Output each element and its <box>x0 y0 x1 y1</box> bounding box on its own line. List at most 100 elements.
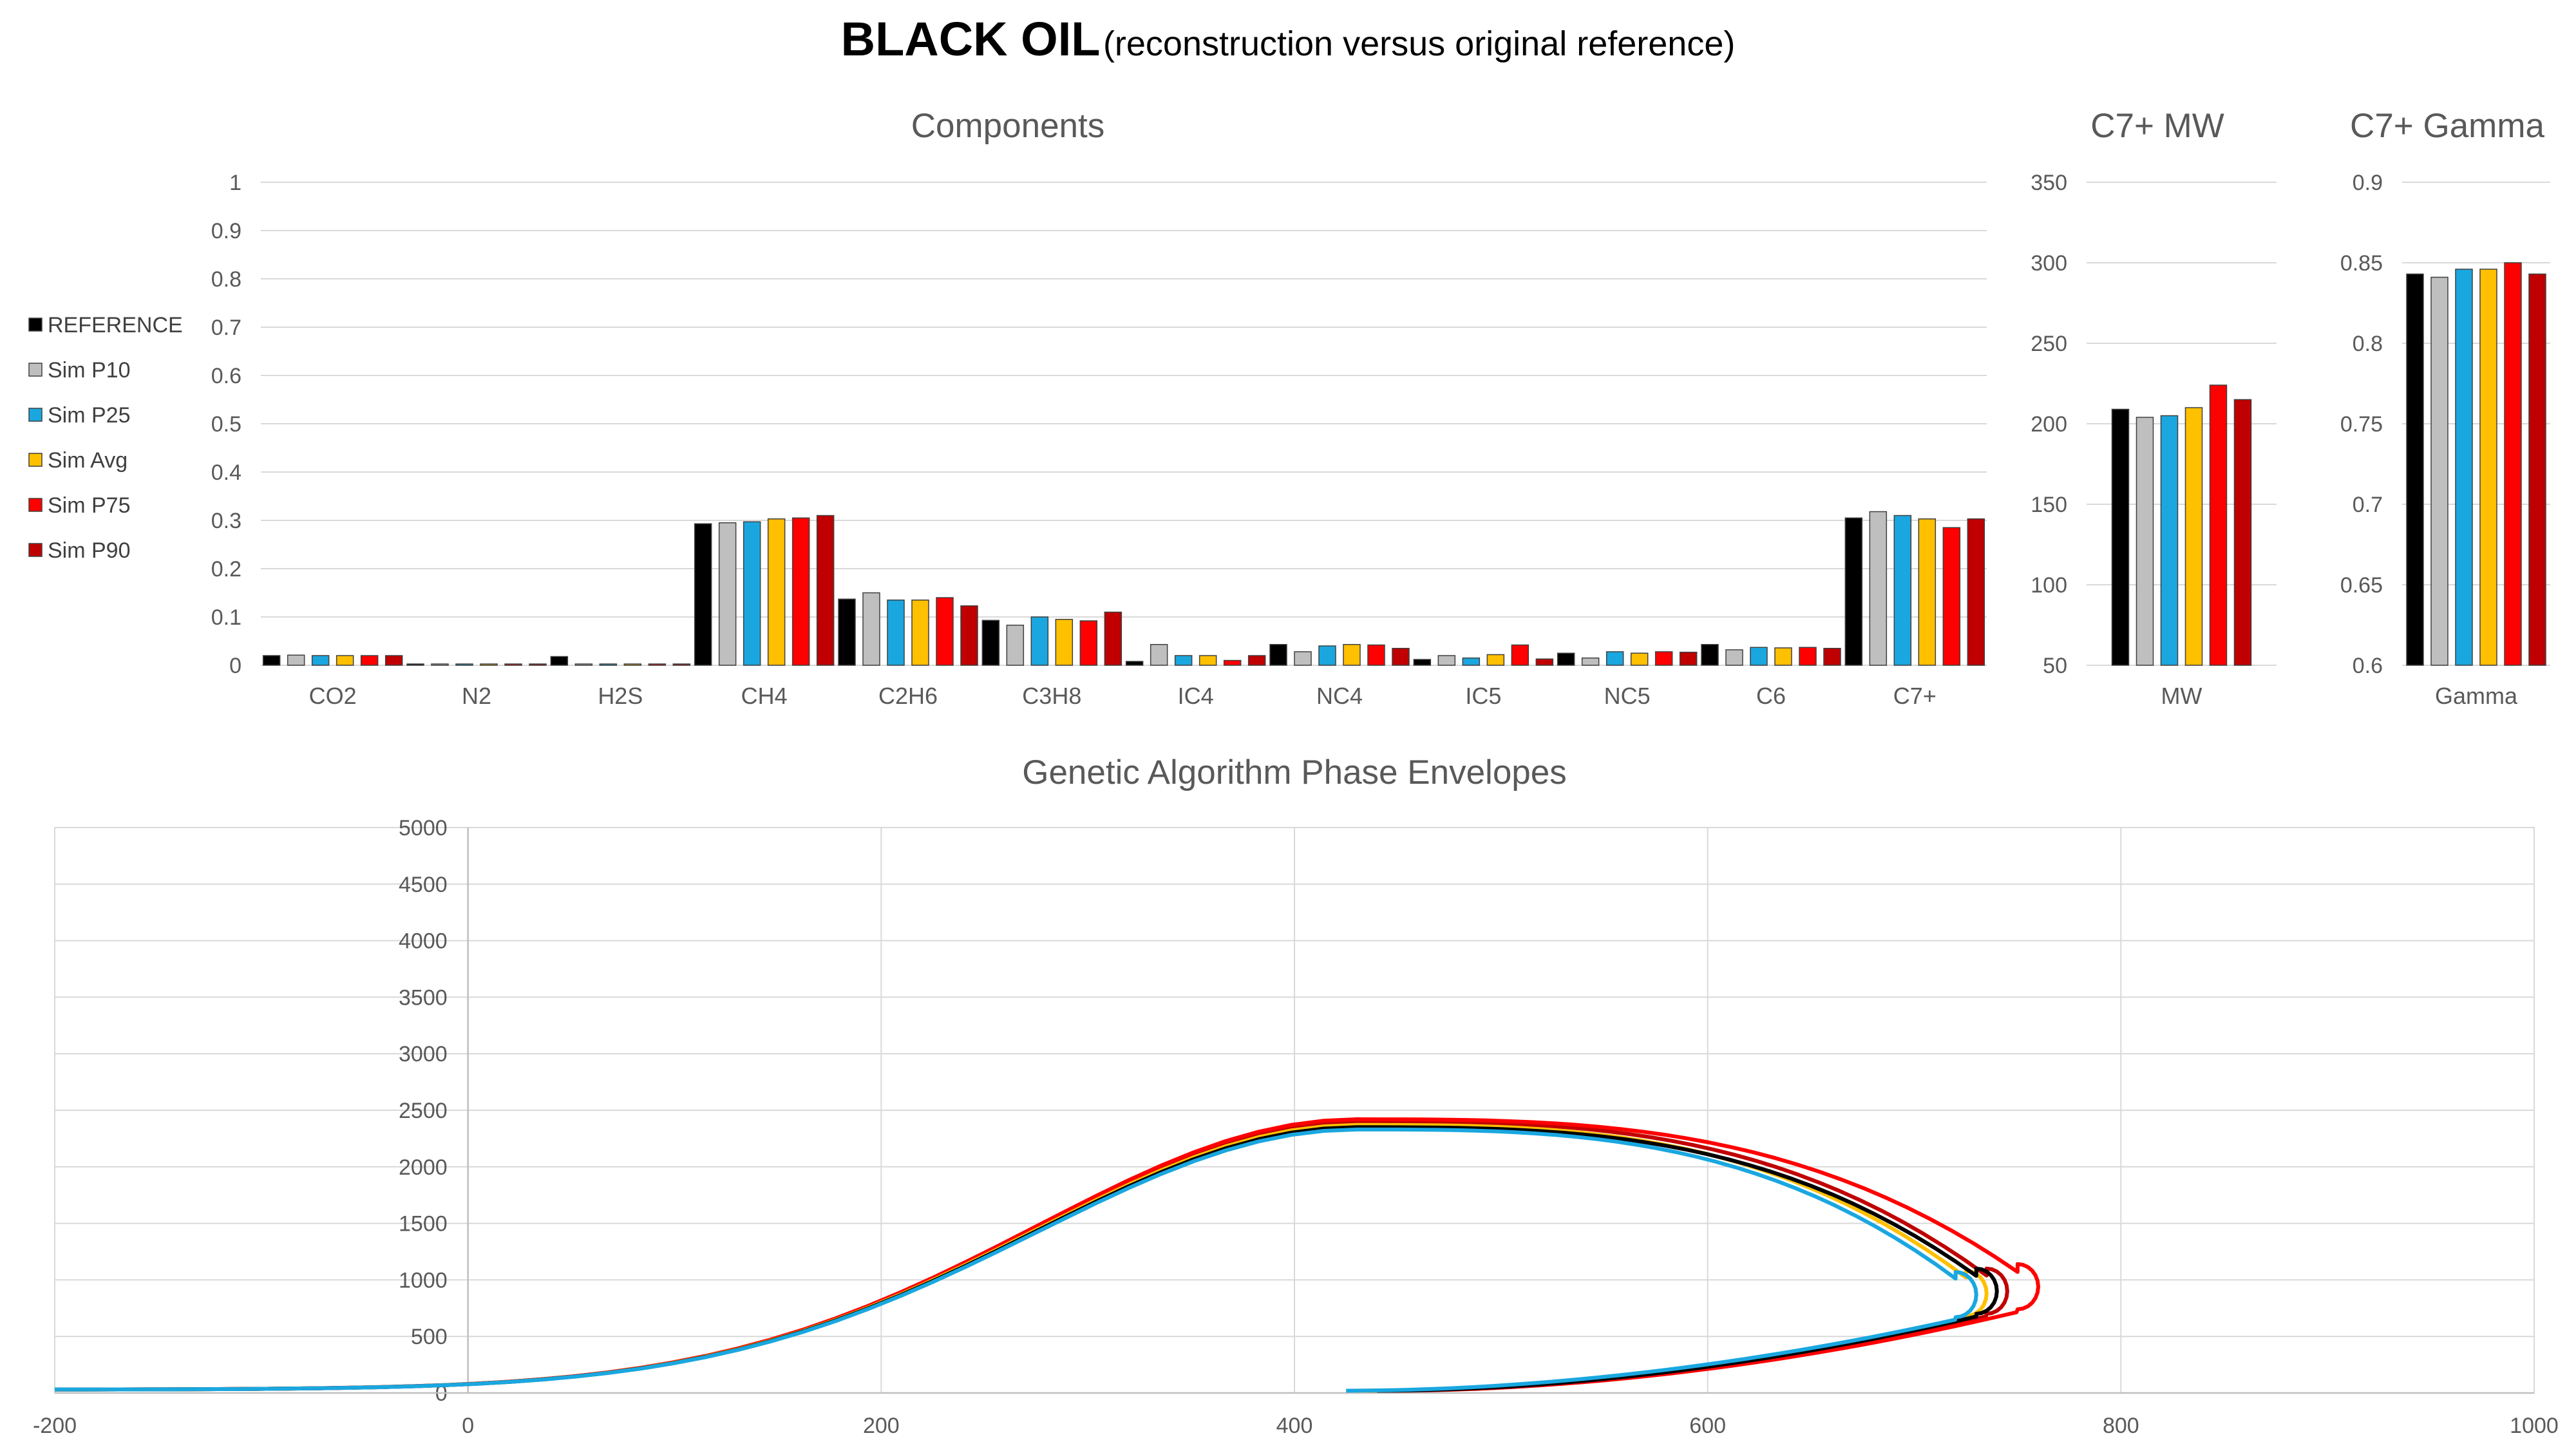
bar-sim-avg-n2 <box>480 663 498 666</box>
y-tick-label: 0.6 <box>211 364 242 388</box>
bar-sim-p75-c3h8 <box>1079 620 1098 666</box>
y-tick-label: 0.4 <box>211 460 242 485</box>
y-tick-label: 150 <box>2031 493 2067 517</box>
bar-sim-p90-c6 <box>1823 648 1841 666</box>
bar-sim-p90-nc5 <box>1679 652 1698 666</box>
bar-sim-p25-c2h6 <box>887 600 905 666</box>
category-label: IC4 <box>1178 683 1214 709</box>
bar-reference-c2h6 <box>838 598 856 666</box>
envelope-line-sim-p25 <box>55 1127 1978 1393</box>
envelope-line-sim-avg <box>55 1122 1989 1393</box>
y-tick-label: 3500 <box>399 985 448 1010</box>
bar-sim-p10-c7plus <box>1869 511 1888 666</box>
bar-sim-p25-c3h8 <box>1030 616 1049 666</box>
bar-sim-avg-co2 <box>336 655 354 666</box>
y-tick-label: 1000 <box>399 1268 448 1293</box>
components-chart: 0 0.1 0.2 0.3 0.4 0.5 0.6 0.7 0.8 0.9 1 Components C… <box>211 107 1987 709</box>
y-tick-label: 0.6 <box>2353 654 2383 678</box>
y-tick-label: 0.3 <box>211 509 242 533</box>
y-tick-label: 2000 <box>399 1155 448 1180</box>
x-tick-label: 400 <box>1276 1414 1313 1438</box>
bar-sim-p90-ch4 <box>816 515 835 666</box>
legend-entry: Sim P90 <box>48 538 131 563</box>
y-tick-label: 4500 <box>399 873 448 897</box>
bar-sim-p10-n2 <box>431 663 449 666</box>
legend-swatch <box>28 543 43 557</box>
bar-sim-avg-c6 <box>1774 647 1792 666</box>
y-tick-label: 300 <box>2031 251 2067 276</box>
x-tick-label: 600 <box>1689 1414 1726 1438</box>
bar-sim-avg-ch4 <box>767 518 786 666</box>
bar-sim-p90-n2 <box>529 663 547 666</box>
bar-sim-p75-c6 <box>1799 647 1817 666</box>
legend-swatch <box>28 317 43 332</box>
bar-sim-p25-h2s <box>599 663 618 666</box>
y-tick-label: 0.85 <box>2340 251 2383 276</box>
bar-reference-gamma <box>2406 273 2424 666</box>
bar-reference-h2s <box>550 656 569 666</box>
y-tick-label: 4000 <box>399 929 448 954</box>
y-tick-label: 3000 <box>399 1042 448 1066</box>
chart-title: C7+ MW <box>2090 107 2224 145</box>
category-label: H2S <box>598 683 643 709</box>
bar-sim-p25-nc5 <box>1605 651 1624 666</box>
bar-sim-p25-nc4 <box>1318 645 1336 666</box>
bar-sim-p25-mw <box>2160 415 2179 666</box>
legend-entry: Sim P10 <box>48 358 131 383</box>
x-tick-label: -200 <box>33 1414 77 1438</box>
y-tick-label: 0.7 <box>211 316 242 340</box>
bar-sim-p75-mw <box>2209 384 2228 666</box>
y-tick-label: 0.75 <box>2340 412 2383 437</box>
category-label: NC4 <box>1316 683 1363 709</box>
bar-reference-c7plus <box>1844 517 1863 666</box>
bar-sim-p75-co2 <box>360 655 379 666</box>
bar-sim-avg-ic4 <box>1198 655 1217 666</box>
bar-sim-p75-c7plus <box>1942 527 1961 666</box>
category-label: C7+ <box>1893 683 1937 709</box>
bar-sim-avg-gamma <box>2479 269 2497 666</box>
bar-sim-p75-ic5 <box>1511 644 1530 666</box>
y-tick-label: 0.8 <box>211 267 242 292</box>
bar-reference-nc4 <box>1269 644 1287 666</box>
bar-reference-mw <box>2111 408 2130 666</box>
chart-title: Genetic Algorithm Phase Envelopes <box>1022 753 1567 791</box>
bar-reference-n2 <box>406 663 424 666</box>
bar-sim-p90-h2s <box>672 663 691 666</box>
bar-sim-p90-c7plus <box>1967 518 1985 666</box>
category-label: CO2 <box>309 683 357 709</box>
y-tick-label: 1500 <box>399 1212 448 1236</box>
bar-sim-p75-c2h6 <box>936 597 954 666</box>
bar-sim-avg-c3h8 <box>1055 619 1074 666</box>
bar-sim-p75-gamma <box>2504 262 2522 666</box>
page-title-subtitle: (reconstruction versus original referenc… <box>1103 24 1736 63</box>
bar-sim-p25-ic5 <box>1462 658 1481 666</box>
category-label: C6 <box>1756 683 1786 709</box>
y-tick-label: 0.7 <box>2353 493 2383 517</box>
y-tick-label: 0.5 <box>211 412 242 437</box>
bar-sim-p10-c3h8 <box>1006 625 1025 666</box>
bar-sim-p25-gamma <box>2455 269 2473 666</box>
legend-swatch <box>28 453 43 467</box>
x-tick-label: 800 <box>2103 1414 2139 1438</box>
bar-reference-ic5 <box>1413 659 1432 666</box>
y-tick-label: 0.2 <box>211 557 242 582</box>
bar-sim-p10-nc4 <box>1294 651 1312 666</box>
y-tick-label: 0.9 <box>211 219 242 243</box>
bar-sim-p90-nc4 <box>1392 648 1410 666</box>
bar-reference-c6 <box>1701 644 1719 666</box>
bar-sim-p10-gamma <box>2430 276 2448 666</box>
bar-sim-avg-mw <box>2184 407 2203 666</box>
legend-swatch <box>28 498 43 512</box>
chart-title: Components <box>911 107 1105 145</box>
y-tick-label: 50 <box>2043 654 2067 678</box>
envelope-line-sim-p75 <box>55 1117 2040 1393</box>
bar-sim-p25-c6 <box>1750 647 1768 666</box>
bar-sim-p90-gamma <box>2528 273 2546 666</box>
bar-sim-p25-ic4 <box>1174 655 1193 666</box>
y-tick-label: 0.65 <box>2340 573 2383 598</box>
bar-sim-p90-c3h8 <box>1104 611 1122 666</box>
y-tick-label: 1 <box>229 171 242 195</box>
category-label: Gamma <box>2435 683 2518 709</box>
bar-reference-c3h8 <box>981 620 1000 666</box>
